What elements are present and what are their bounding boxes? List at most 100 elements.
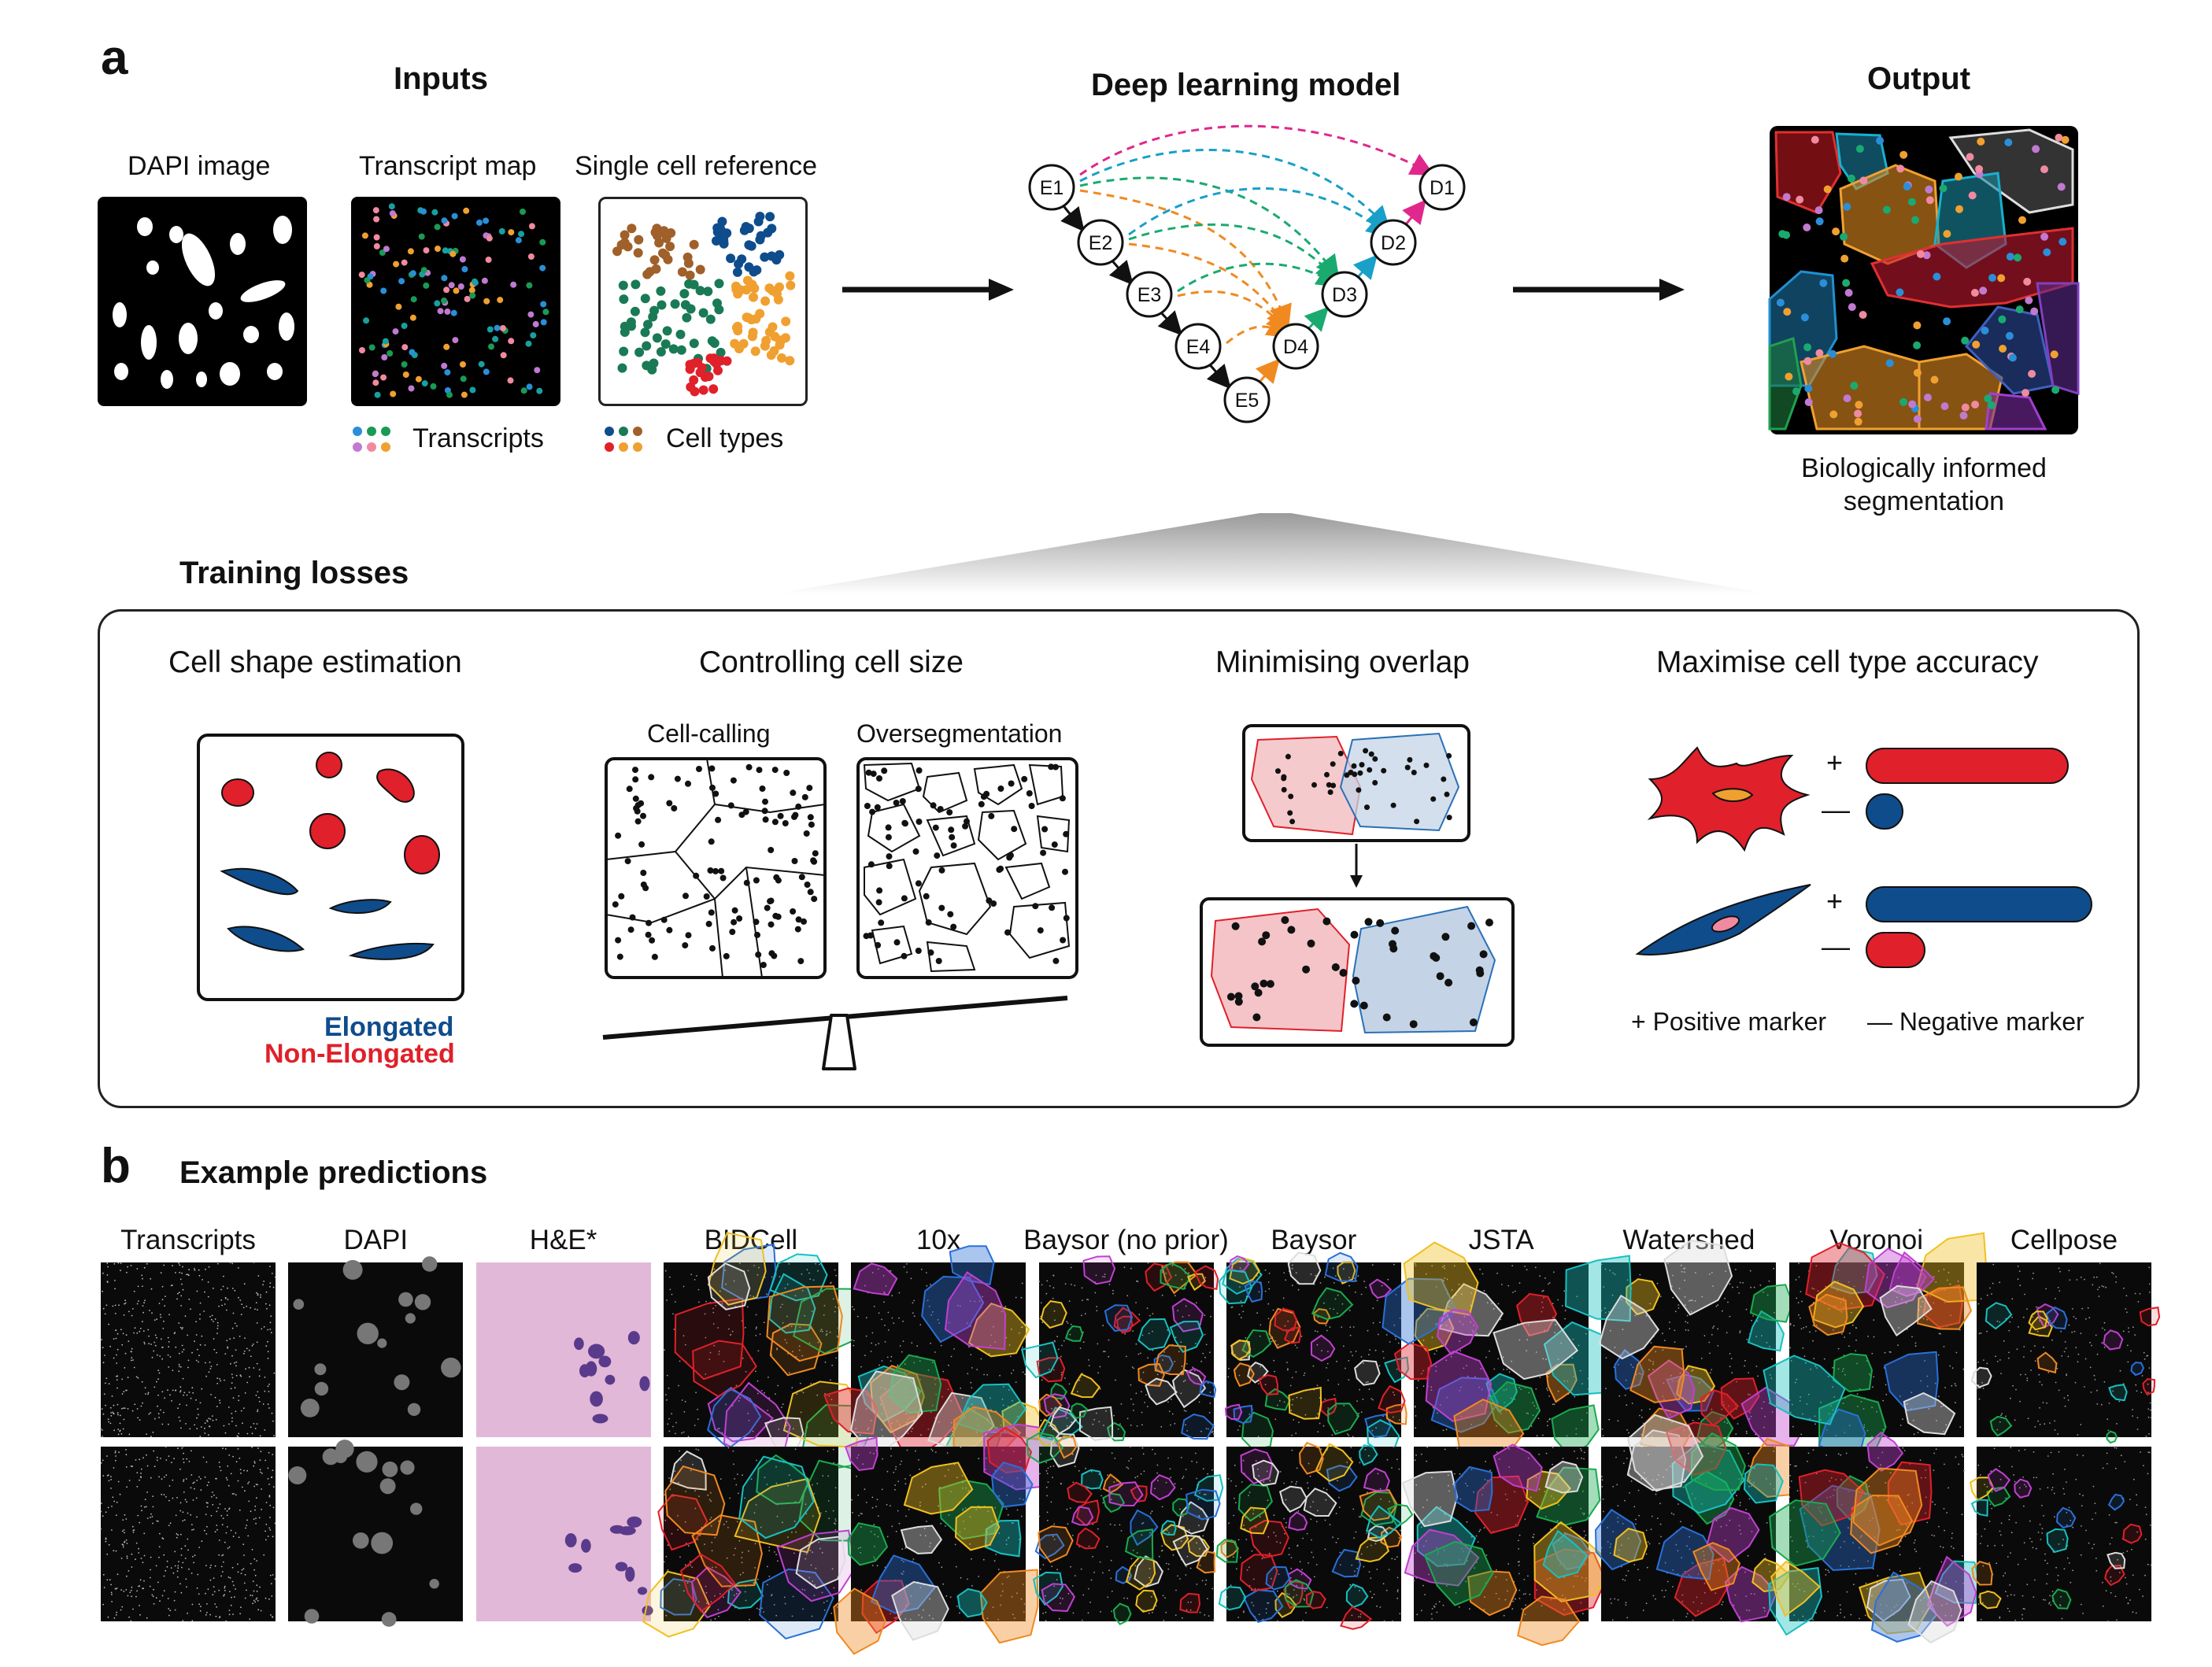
- nucleus-blob: [357, 1322, 379, 1344]
- transcript-speck: [1013, 1451, 1015, 1452]
- transcript-speck: [855, 1428, 857, 1430]
- oversegmentation-dot: [875, 941, 882, 948]
- transcript-speck: [1622, 1523, 1624, 1525]
- transcript-speck: [1267, 1318, 1270, 1320]
- transcript-speck: [904, 1618, 907, 1620]
- transcript-speck: [1061, 1598, 1063, 1600]
- transcript-speck: [1671, 1512, 1673, 1514]
- transcript-speck: [1109, 1523, 1111, 1525]
- transcript-speck: [788, 1474, 790, 1476]
- reference-dot: [781, 333, 790, 343]
- transcript-speck: [1067, 1523, 1068, 1525]
- reference-dot: [649, 255, 660, 265]
- transcript-speck: [115, 1337, 117, 1340]
- transcript-speck: [1285, 1526, 1287, 1528]
- transcript-speck: [1623, 1450, 1626, 1452]
- segmented-cell: [1020, 1341, 1059, 1379]
- transcript-speck: [1518, 1339, 1521, 1341]
- transcript-speck: [177, 1565, 179, 1567]
- segmented-cell: [1172, 1534, 1208, 1566]
- output-dot: [1855, 401, 1863, 409]
- transcript-speck: [731, 1330, 734, 1332]
- transcript-speck: [1286, 1369, 1289, 1371]
- segmented-cell: [692, 1340, 757, 1398]
- transcript-speck: [1242, 1610, 1245, 1612]
- transcript-speck: [165, 1569, 167, 1572]
- transcript-speck: [180, 1547, 183, 1550]
- transcript-speck: [1182, 1316, 1183, 1318]
- transcript-speck: [667, 1569, 669, 1571]
- transcript-speck: [711, 1550, 713, 1552]
- transcript-speck: [138, 1547, 139, 1550]
- transcript-speck: [267, 1385, 269, 1388]
- dapi-image: [98, 197, 307, 406]
- segmented-cell: [986, 1426, 1033, 1474]
- transcript-speck: [1886, 1277, 1888, 1278]
- overlap-dot: [1467, 922, 1476, 930]
- oversegmentation-dot: [916, 819, 923, 825]
- transcript-speck: [178, 1322, 180, 1324]
- transcript-speck: [1359, 1613, 1362, 1615]
- output-dot: [1984, 394, 1992, 403]
- transcript-speck: [205, 1613, 207, 1616]
- transcript-speck: [1070, 1266, 1072, 1269]
- transcript-speck: [950, 1355, 952, 1358]
- transcript-speck: [932, 1362, 934, 1363]
- transcript-speck: [221, 1304, 223, 1307]
- transcript-speck: [113, 1429, 115, 1432]
- prediction-tile: [1215, 1441, 1414, 1630]
- transcript-speck: [167, 1336, 169, 1339]
- oversegmentation-dot: [946, 809, 953, 816]
- transcript-speck: [117, 1412, 119, 1414]
- transcript-speck: [185, 1578, 187, 1580]
- segmented-cell: [955, 1506, 1001, 1551]
- transcript-speck: [1066, 1508, 1067, 1510]
- transcript-speck: [796, 1393, 798, 1395]
- transcript-speck: [1809, 1368, 1811, 1370]
- transcript-speck: [1504, 1402, 1505, 1403]
- oversegmentation-dot: [1032, 903, 1039, 910]
- output-dot: [1981, 327, 1989, 335]
- transcript-speck: [1575, 1433, 1578, 1435]
- transcript-dot: [446, 391, 453, 398]
- transcript-speck: [1056, 1336, 1058, 1338]
- transcript-speck: [963, 1521, 964, 1522]
- segmented-cell: [1382, 1277, 1458, 1345]
- segmented-cell: [1310, 1334, 1336, 1362]
- transcript-speck: [1142, 1453, 1145, 1455]
- transcript-speck: [1001, 1310, 1003, 1313]
- transcript-speck: [1917, 1432, 1919, 1433]
- cell-calling-dot: [806, 785, 813, 792]
- transcript-speck: [1541, 1301, 1544, 1303]
- transcript-speck: [1170, 1399, 1172, 1400]
- segmented-cell: [1339, 1606, 1372, 1630]
- transcript-speck: [934, 1417, 936, 1419]
- transcript-speck: [1535, 1351, 1537, 1353]
- transcript-speck: [827, 1475, 829, 1477]
- transcript-speck: [899, 1463, 901, 1466]
- prediction-tile: [1595, 1414, 1810, 1623]
- transcript-speck: [262, 1403, 264, 1405]
- reference-dot: [744, 262, 754, 272]
- transcript-speck: [134, 1403, 136, 1406]
- transcript-speck: [1350, 1447, 1352, 1448]
- transcript-speck: [1518, 1386, 1521, 1388]
- transcript-speck: [198, 1603, 201, 1606]
- transcript-speck: [1296, 1467, 1298, 1469]
- transcript-dot: [478, 360, 485, 368]
- transcript-speck: [853, 1344, 855, 1347]
- transcript-speck: [1267, 1303, 1269, 1305]
- transcript-speck: [1761, 1335, 1763, 1336]
- transcript-speck: [235, 1461, 238, 1463]
- transcript-speck: [834, 1306, 836, 1308]
- transcript-speck: [717, 1520, 719, 1522]
- transcript-speck: [139, 1521, 141, 1524]
- transcript-speck: [1047, 1481, 1049, 1483]
- transcript-speck: [1677, 1307, 1680, 1309]
- transcript-speck: [121, 1407, 123, 1410]
- transcript-speck: [182, 1288, 184, 1291]
- transcript-speck: [1174, 1614, 1177, 1616]
- transcript-speck: [238, 1432, 240, 1435]
- transcript-speck: [264, 1597, 267, 1599]
- transcript-speck: [225, 1532, 227, 1534]
